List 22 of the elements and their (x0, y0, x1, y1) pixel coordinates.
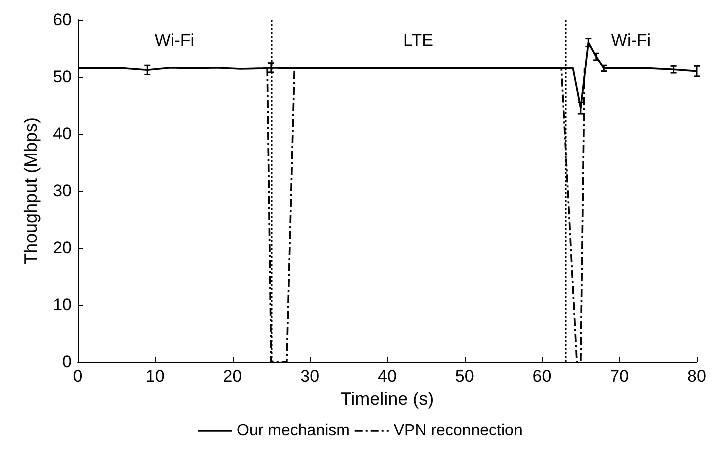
y-tick-label: 10 (53, 296, 72, 314)
x-tick-label: 10 (146, 367, 165, 386)
y-tick-label: 30 (53, 182, 72, 200)
y-tick-label: 60 (53, 10, 72, 30)
x-tick-label: 20 (223, 367, 242, 386)
x-tick-label: 30 (300, 367, 320, 386)
x-tick-label: 70 (610, 367, 630, 386)
x-tick-label: 40 (378, 367, 397, 386)
annotation: Wi-Fi (154, 31, 195, 50)
x-tick-label: 60 (532, 367, 552, 386)
annotation: Wi-Fi (611, 31, 652, 50)
x-tick-label: 50 (455, 367, 474, 386)
y-tick-label: 0 (62, 352, 72, 372)
y-tick-label: 40 (53, 124, 72, 144)
legend-label: Our mechanism (237, 422, 350, 440)
x-tick-label: 80 (688, 367, 706, 386)
legend-label: VPN reconnection (394, 422, 523, 440)
annotation: LTE (403, 31, 434, 50)
y-axis-title: Thoughput (Mbps) (21, 117, 41, 265)
x-axis-title: Timeline (s) (340, 388, 434, 409)
y-tick-label: 20 (53, 238, 72, 258)
y-tick-label: 50 (53, 68, 72, 86)
